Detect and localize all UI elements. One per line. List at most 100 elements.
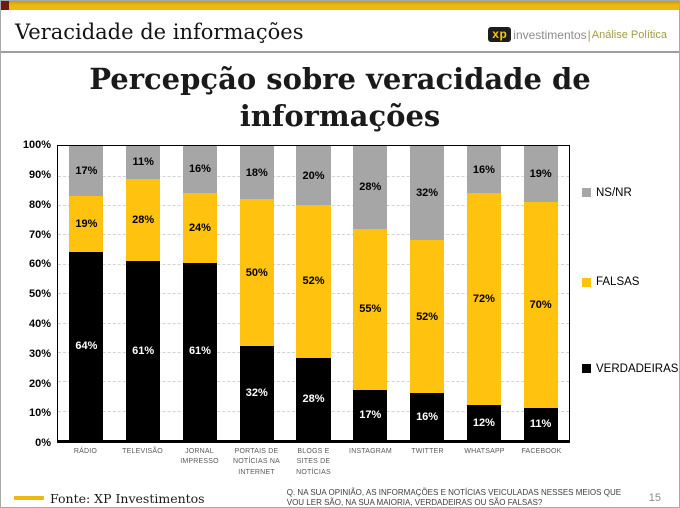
bar-segment-verdadeiras: 32% [239,346,274,441]
page-title: Veracidade de informações [15,20,304,44]
bar-column: 11% 70% 19% [512,146,569,441]
stacked-bar: 11% 70% 19% [523,146,558,441]
bar-value-label: 64% [75,340,98,353]
category-label: INSTAGRAM [349,448,392,456]
xp-investimentos-logo: xp investimentos | Análise Política [488,27,667,42]
bar-value-label: 19% [529,168,552,181]
bar-segment-falsas: 28% [126,178,161,261]
legend-swatch-icon [582,188,591,198]
bar-segment-falsas: 55% [353,228,388,391]
bar-value-label: 17% [359,409,382,422]
bar-value-label: 55% [359,303,382,316]
bar-segment-nsnr: 16% [466,146,501,194]
y-tick-label: 70% [28,228,51,241]
y-tick-label: 60% [28,258,51,271]
y-tick-label: 30% [28,347,51,360]
source-dash-icon [14,496,44,501]
footer: Fonte: XP Investimentos Q. NA SUA OPINIÃ… [1,478,679,508]
bar-segment-verdadeiras: 61% [182,262,217,441]
bar-segment-nsnr: 32% [410,146,445,241]
stacked-bar: 17% 55% 28% [353,146,388,441]
bar-value-label: 24% [188,221,211,234]
logo-brand-text: investimentos [513,27,587,42]
y-tick-label: 20% [28,377,51,390]
legend: NS/NR FALSAS VERDADEIRAS [570,145,678,443]
bar-segment-falsas: 52% [410,240,445,394]
bar-value-label: 11% [529,418,552,431]
bar-column: 28% 52% 20% [285,146,342,441]
bar-column: 61% 24% 16% [172,146,229,441]
bar-value-label: 28% [302,393,325,406]
bar-segment-verdadeiras: 12% [466,404,501,441]
chart-title: Percepção sobre veracidade de informaçõe… [89,62,591,134]
bar-segment-falsas: 72% [466,193,501,405]
bar-column: 64% 19% 17% [58,146,115,441]
y-tick-label: 80% [28,198,51,211]
bar-segment-verdadeiras: 61% [126,260,161,441]
logo-subtitle: Análise Política [591,28,667,41]
bar-segment-nsnr: 17% [69,146,104,197]
legend-swatch-icon [582,277,591,287]
bar-segment-nsnr: 20% [296,146,331,206]
bar-segment-nsnr: 19% [523,146,558,203]
stacked-bar: 64% 19% 17% [69,146,104,441]
bar-value-label: 16% [472,163,495,176]
legend-swatch-icon [582,364,591,374]
bar-segment-verdadeiras: 17% [353,390,388,441]
bar-value-label: 61% [188,345,211,358]
bar-value-label: 70% [529,298,552,311]
bar-column: 16% 52% 32% [399,146,456,441]
category-label: WHATSAPP [464,448,505,456]
bar-value-label: 18% [245,166,268,179]
category-label: BLOGS E SITES DE NOTÍCIAS [296,448,331,476]
logo-divider: | [587,27,591,42]
bar-value-label: 32% [245,387,268,400]
bar-value-label: 52% [302,275,325,288]
stacked-bar: 32% 50% 18% [239,146,274,441]
stacked-bar: 12% 72% 16% [466,146,501,441]
bar-column: 17% 55% 28% [342,146,399,441]
bar-value-label: 19% [75,218,98,231]
bar-value-label: 52% [416,310,439,323]
source-note: Fonte: XP Investimentos [14,491,205,506]
bar-value-label: 50% [245,266,268,279]
category-label: RÁDIO [73,448,98,456]
chart: 100% 90% 80% 70% 60% 50% 40% 30% 20% 10% 0% 64% 19%… [1,139,679,449]
plot-area: 64% 19% 17% 61% 28% 11% 61% 24% 16% 32% 50% 18% 28% 5… [57,145,570,444]
legend-label: VERDADEIRAS [596,362,679,375]
y-tick-label: 0% [35,437,51,450]
bar-segment-verdadeiras: 64% [69,252,104,441]
bar-segment-verdadeiras: 28% [296,357,331,441]
category-label: JORNAL IMPRESSO [180,448,219,466]
bar-segment-nsnr: 28% [353,146,388,229]
bar-column: 12% 72% 16% [455,146,512,441]
stacked-bar: 61% 28% 11% [126,146,161,441]
bar-value-label: 28% [132,213,155,226]
bar-value-label: 12% [472,416,495,429]
bar-value-label: 61% [132,344,155,357]
corner-accent [1,1,9,10]
bar-column: 61% 28% 11% [115,146,172,441]
y-axis: 100% 90% 80% 70% 60% 50% 40% 30% 20% 10% 0% [9,139,57,449]
category-label: PORTAIS DE NOTÍCIAS NA INTERNET [233,448,280,476]
bar-segment-falsas: 70% [523,202,558,408]
bar-value-label: 28% [359,181,382,194]
bar-segment-falsas: 19% [69,196,104,253]
bar-segment-nsnr: 16% [182,146,217,193]
bar-segment-verdadeiras: 16% [410,393,445,441]
stacked-bar: 16% 52% 32% [410,146,445,441]
bar-value-label: 32% [416,187,439,200]
legend-label: FALSAS [596,276,640,289]
page-number: 15 [648,492,661,505]
legend-label: NS/NR [596,186,632,199]
legend-item-verdadeiras: VERDADEIRAS [582,363,678,375]
survey-question: Q. NA SUA OPINIÃO, AS INFORMAÇÕES E NOTÍ… [286,487,622,508]
bar-value-label: 11% [132,156,154,169]
bar-segment-falsas: 24% [182,192,217,263]
y-tick-label: 100% [22,139,51,152]
category-label: TELEVISÃO [122,448,163,456]
bar-value-label: 16% [188,163,211,176]
source-text: Fonte: XP Investimentos [50,490,205,506]
header: Veracidade de informações xp investiment… [1,10,679,53]
